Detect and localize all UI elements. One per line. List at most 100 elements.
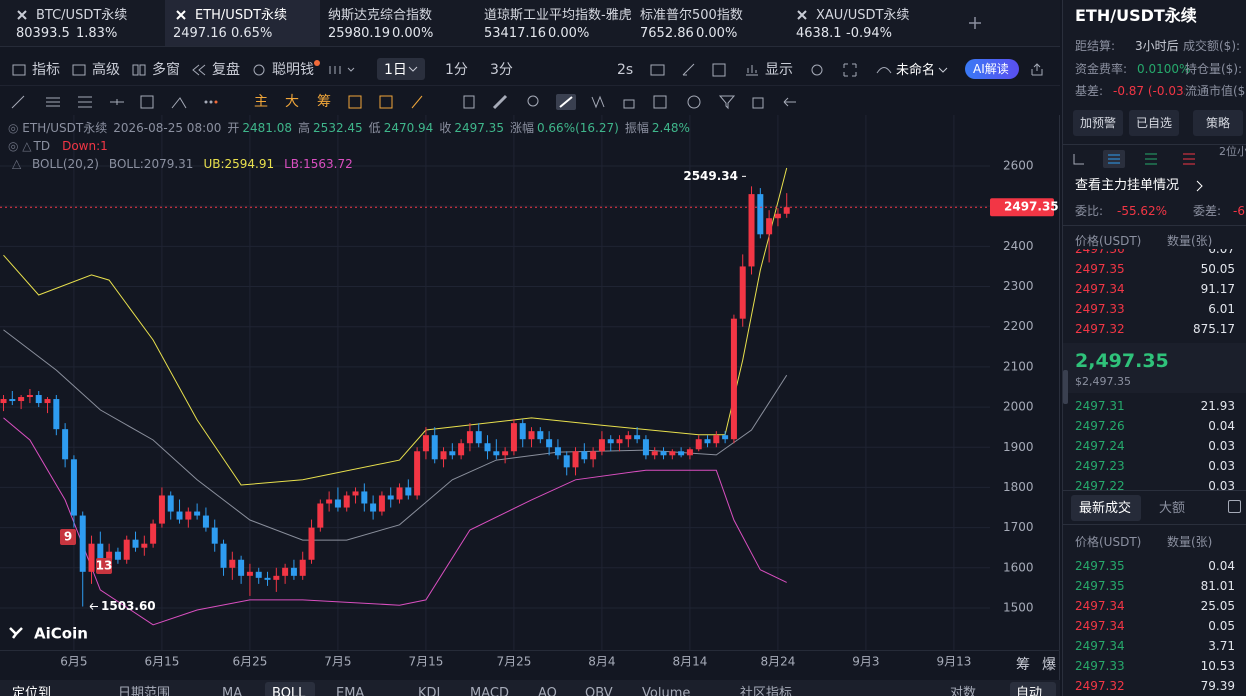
toolbar-item[interactable]: 复盘	[212, 62, 240, 78]
divider	[1063, 144, 1246, 145]
candle-body	[704, 439, 711, 444]
y-tick-label: 2400	[1003, 239, 1034, 253]
tool[interactable]: 筹	[317, 94, 331, 110]
candle-body	[229, 559, 236, 568]
x-tick-label: 7月25	[496, 655, 531, 669]
row-price: 2497.31	[1075, 399, 1125, 413]
book-row: 2497.32 79.39	[1075, 676, 1235, 696]
interval-select[interactable]	[377, 58, 425, 80]
precision[interactable]: 2位小	[1219, 145, 1246, 158]
interval-option[interactable]: 3分	[490, 62, 513, 78]
tool[interactable]: 大	[285, 94, 299, 110]
row-price: 2497.26	[1075, 419, 1125, 433]
indicator-bar: 定位到 日期范围 MA BOLL EMA KDJ MACD AO OBV Vol…	[0, 680, 1060, 696]
ticker-tab[interactable]: ETH/USDT永续 2497.16 0.65%	[165, 0, 320, 46]
tab-price: 25980.19	[328, 26, 391, 41]
trade-tab[interactable]: 大额	[1159, 501, 1186, 516]
active-tab	[1071, 495, 1141, 521]
x-tick-label: 8月4	[588, 655, 615, 669]
ai-button[interactable]	[965, 59, 1019, 79]
asks: 2497.36 6.07 2497.35 50.05 2497.34 91.17 2497.…	[1063, 249, 1246, 343]
book-row: 2497.34 25.05	[1075, 596, 1235, 616]
toolbar-item[interactable]: 多窗	[152, 62, 180, 78]
grid	[0, 115, 990, 650]
button[interactable]: 加预警	[1073, 110, 1123, 136]
stat-value: -0.87 (-0.035	[1113, 84, 1192, 98]
bottom-item[interactable]: 日期范围	[118, 686, 171, 696]
row-price: 2497.34	[1075, 282, 1125, 296]
row-qty: 50.05	[1200, 262, 1235, 276]
bottom-item[interactable]: BOLL	[272, 686, 306, 696]
stat-label: 持仓量($):	[1185, 62, 1243, 76]
boll-line	[3, 417, 787, 626]
candle-body	[97, 543, 104, 560]
toolbar-item[interactable]: 高级	[92, 62, 120, 78]
td-box	[60, 529, 76, 545]
trade-header: 数量(张)	[1167, 535, 1213, 549]
candle-body	[150, 523, 157, 544]
ticker-tab[interactable]: XAU/USDT永续 4638.1 -0.94%	[788, 0, 943, 46]
add-tab[interactable]	[968, 16, 982, 30]
bottom-item[interactable]: MA	[222, 686, 243, 696]
checkbox[interactable]	[1228, 500, 1241, 513]
depth-link[interactable]: 查看主力挂单情况	[1075, 178, 1180, 193]
layout-name[interactable]: 未命名	[896, 63, 936, 78]
candle-body	[502, 451, 509, 456]
book-row: 2497.34 0.05	[1075, 616, 1235, 636]
tool[interactable]: 主	[254, 94, 268, 110]
icon	[253, 64, 265, 76]
candle-body	[264, 577, 271, 580]
bottom-item[interactable]: EMA	[336, 686, 365, 696]
row-price: 2497.22	[1075, 479, 1125, 490]
button[interactable]: 策略	[1193, 110, 1243, 136]
y-tick-label: 1900	[1003, 440, 1034, 454]
bottom-item[interactable]: AO	[538, 686, 557, 696]
tab-symbol: 道琼斯工业平均指数-雅虎	[484, 8, 632, 23]
bottom-item[interactable]: 对数	[950, 686, 977, 696]
bottom-item[interactable]: OBV	[585, 686, 613, 696]
panel-title: ETH/USDT永续	[1075, 6, 1197, 25]
book-row: 2497.35 0.04	[1075, 556, 1235, 576]
bottom-item[interactable]: 自动	[1016, 686, 1043, 696]
interval-option[interactable]: 1分	[445, 62, 468, 78]
trade-tab[interactable]: 最新成交	[1079, 501, 1132, 516]
candle-body	[220, 543, 227, 568]
row-qty: 0.03	[1208, 459, 1235, 473]
tab-change: 0.00%	[548, 26, 590, 41]
book-header: 价格(USDT)	[1075, 234, 1142, 248]
bottom-item[interactable]: KDJ	[418, 686, 441, 696]
candle-body	[783, 207, 790, 214]
candle-body	[26, 395, 33, 398]
bottom-item[interactable]: MACD	[470, 686, 509, 696]
ticker-tab[interactable]: 标准普尔500指数 7652.86 0.00%	[632, 0, 787, 46]
candle-body	[308, 527, 315, 560]
row-price: 2497.34	[1075, 619, 1125, 633]
row-qty: 81.01	[1200, 579, 1235, 593]
display[interactable]: 显示	[765, 62, 793, 78]
toolbar-item[interactable]: 聪明钱	[272, 62, 314, 78]
mid-usd: $2,497.35	[1075, 375, 1131, 388]
ticker-tab[interactable]: 道琼斯工业平均指数-雅虎 53417.16 0.00%	[476, 0, 632, 46]
row-price: 2497.33	[1075, 302, 1125, 316]
ratio-label: 委比:	[1075, 204, 1104, 218]
row-price: 2497.34	[1075, 599, 1125, 613]
tab-symbol: 纳斯达克综合指数	[328, 8, 433, 23]
bottom-item[interactable]: Volume	[642, 686, 691, 696]
divider	[1063, 524, 1246, 525]
candle-body	[79, 515, 86, 572]
ticker-tab[interactable]: 纳斯达克综合指数 25980.19 0.00%	[320, 0, 475, 46]
y-tick-label: 2600	[1003, 158, 1034, 172]
toolbar-item[interactable]: 指标	[32, 62, 60, 78]
button[interactable]: 已自选	[1129, 110, 1179, 136]
bottom-item[interactable]: 社区指标	[740, 686, 793, 696]
refresh[interactable]: 2s	[617, 62, 634, 78]
candle-body	[546, 439, 553, 448]
book-row: 2497.23 0.03	[1075, 456, 1235, 476]
candle-body	[361, 491, 368, 504]
ticker-tab[interactable]: BTC/USDT永续 80393.5 1.83%	[0, 0, 155, 46]
icon	[1031, 63, 1043, 76]
bottom-item[interactable]: 定位到	[12, 686, 52, 696]
row-price: 2497.23	[1075, 459, 1125, 473]
handle[interactable]	[1063, 370, 1068, 404]
tab-change: 0.00%	[696, 26, 738, 41]
